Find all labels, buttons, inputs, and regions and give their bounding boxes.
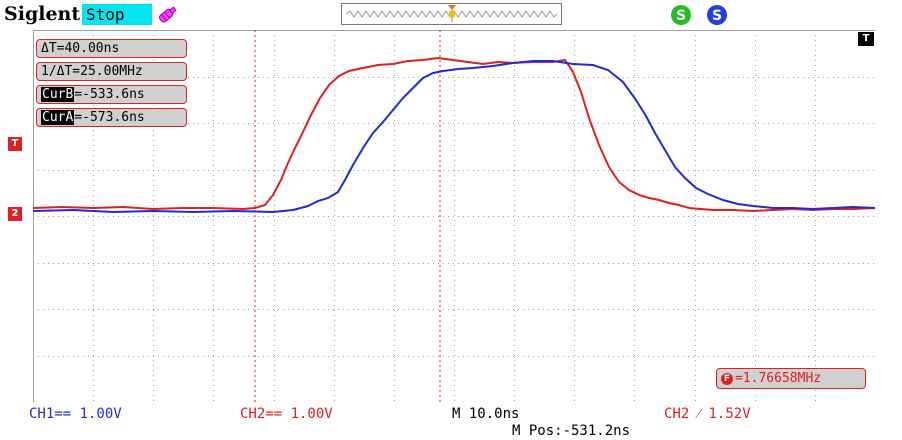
brand-name: Siglent: [4, 3, 81, 25]
probe-icon: [159, 6, 177, 23]
memory-depth-bar[interactable]: [341, 3, 562, 25]
top-bar: Siglent Stop S S: [0, 0, 902, 30]
delta-t-readout: ΔT=40.00ns: [36, 39, 187, 58]
usb-icon: S: [707, 5, 727, 25]
cursor-b-tag: CurB: [41, 87, 75, 102]
ch1-trace: [33, 60, 875, 214]
run-state-icon: S: [671, 5, 691, 25]
cursor-a-value: =-573.6ns: [74, 110, 145, 125]
cursor-a-tag: CurA: [41, 110, 75, 125]
trigger-setting[interactable]: CH2 ⁄ 1.52V: [664, 406, 751, 422]
ch2-trace: [33, 56, 875, 213]
horizontal-position[interactable]: M Pos:-531.2ns: [512, 423, 631, 439]
cursor-b-readout: CurB=-533.6ns: [36, 85, 187, 104]
memory-waveform-preview: [345, 5, 558, 22]
run-status[interactable]: Stop: [82, 4, 152, 25]
frequency-counter: F =1.76658MHz: [716, 368, 866, 389]
ch2-reference-marker[interactable]: 2: [8, 207, 22, 221]
frequency-icon: F: [721, 372, 733, 385]
trigger-position-marker[interactable]: T: [858, 32, 874, 46]
cursor-a-readout: CurA=-573.6ns: [36, 108, 187, 127]
frequency-value: =1.76658MHz: [735, 371, 822, 386]
ch2-scale[interactable]: CH2== 1.00V: [240, 406, 333, 422]
timebase[interactable]: M 10.0ns: [452, 406, 520, 422]
svg-text:S: S: [712, 8, 722, 24]
trigger-level-marker[interactable]: T: [8, 137, 22, 151]
svg-text:S: S: [676, 8, 686, 24]
inverse-delta-t-readout: 1/ΔT=25.00MHz: [36, 62, 187, 81]
cursor-b-value: =-533.6ns: [74, 87, 145, 102]
ch1-scale[interactable]: CH1== 1.00V: [29, 406, 122, 422]
